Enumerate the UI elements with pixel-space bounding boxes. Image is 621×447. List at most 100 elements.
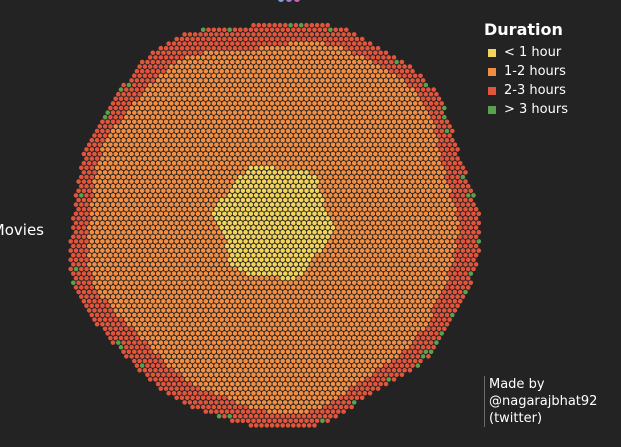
movie-dot[interactable] xyxy=(288,41,293,46)
movie-dot[interactable] xyxy=(359,275,365,281)
movie-dot[interactable] xyxy=(362,170,368,175)
movie-dot[interactable] xyxy=(341,87,346,92)
movie-dot[interactable] xyxy=(171,160,177,166)
movie-dot[interactable] xyxy=(317,174,323,180)
movie-dot[interactable] xyxy=(126,156,132,161)
movie-dot[interactable] xyxy=(84,174,89,180)
movie-dot[interactable] xyxy=(434,257,439,263)
movie-dot[interactable] xyxy=(185,193,190,198)
movie-dot[interactable] xyxy=(166,234,171,240)
movie-dot[interactable] xyxy=(412,110,418,115)
movie-dot[interactable] xyxy=(147,165,153,171)
movie-dot[interactable] xyxy=(283,252,288,258)
movie-dot[interactable] xyxy=(275,239,280,244)
movie-dot[interactable] xyxy=(214,234,219,240)
movie-dot[interactable] xyxy=(166,271,171,276)
movie-dot[interactable] xyxy=(222,211,227,217)
movie-dot[interactable] xyxy=(155,372,161,378)
movie-dot[interactable] xyxy=(240,151,246,157)
movie-dot[interactable] xyxy=(330,234,336,240)
movie-dot[interactable] xyxy=(434,331,439,336)
movie-dot[interactable] xyxy=(322,174,328,180)
movie-dot[interactable] xyxy=(455,294,460,299)
movie-dot[interactable] xyxy=(291,174,296,180)
movie-dot[interactable] xyxy=(351,243,357,249)
movie-dot[interactable] xyxy=(283,22,288,28)
movie-dot[interactable] xyxy=(203,372,209,378)
movie-dot[interactable] xyxy=(344,220,349,226)
movie-dot[interactable] xyxy=(291,183,296,189)
movie-dot[interactable] xyxy=(216,211,222,217)
movie-dot[interactable] xyxy=(195,174,201,180)
movie-dot[interactable] xyxy=(328,285,333,290)
movie-dot[interactable] xyxy=(97,262,103,267)
movie-dot[interactable] xyxy=(301,64,307,69)
movie-dot[interactable] xyxy=(386,358,392,364)
movie-dot[interactable] xyxy=(373,151,378,157)
movie-dot[interactable] xyxy=(344,257,349,263)
movie-dot[interactable] xyxy=(142,110,148,115)
movie-dot[interactable] xyxy=(370,64,376,69)
movie-dot[interactable] xyxy=(383,160,389,166)
movie-dot[interactable] xyxy=(187,372,193,378)
movie-dot[interactable] xyxy=(428,294,434,299)
movie-dot[interactable] xyxy=(153,147,158,152)
movie-dot[interactable] xyxy=(402,358,407,364)
movie-dot[interactable] xyxy=(346,262,352,267)
movie-dot[interactable] xyxy=(227,64,232,69)
movie-dot[interactable] xyxy=(153,193,158,198)
movie-dot[interactable] xyxy=(182,142,187,148)
movie-dot[interactable] xyxy=(296,312,301,318)
movie-dot[interactable] xyxy=(179,257,185,263)
movie-dot[interactable] xyxy=(224,317,230,322)
movie-dot[interactable] xyxy=(182,32,187,37)
movie-dot[interactable] xyxy=(304,262,309,267)
movie-dot[interactable] xyxy=(214,68,219,74)
movie-dot[interactable] xyxy=(346,179,352,184)
movie-dot[interactable] xyxy=(434,91,439,97)
movie-dot[interactable] xyxy=(190,73,195,79)
movie-dot[interactable] xyxy=(195,64,201,69)
movie-dot[interactable] xyxy=(150,170,156,175)
movie-dot[interactable] xyxy=(169,91,174,97)
movie-dot[interactable] xyxy=(288,344,293,350)
movie-dot[interactable] xyxy=(230,326,235,332)
movie-dot[interactable] xyxy=(463,271,468,276)
movie-dot[interactable] xyxy=(357,142,362,148)
movie-dot[interactable] xyxy=(346,280,352,286)
movie-dot[interactable] xyxy=(185,183,190,189)
movie-dot[interactable] xyxy=(190,202,195,207)
movie-dot[interactable] xyxy=(354,165,360,171)
movie-dot[interactable] xyxy=(153,275,158,281)
movie-dot[interactable] xyxy=(351,354,357,359)
movie-dot[interactable] xyxy=(232,128,238,134)
movie-dot[interactable] xyxy=(171,317,177,322)
movie-dot[interactable] xyxy=(243,340,248,345)
movie-dot[interactable] xyxy=(285,321,291,327)
movie-dot[interactable] xyxy=(367,234,373,240)
movie-dot[interactable] xyxy=(381,229,386,235)
movie-dot[interactable] xyxy=(139,96,145,102)
movie-dot[interactable] xyxy=(177,160,182,166)
movie-dot[interactable] xyxy=(457,262,463,267)
movie-dot[interactable] xyxy=(232,312,238,318)
movie-dot[interactable] xyxy=(121,248,126,253)
movie-dot[interactable] xyxy=(126,174,132,180)
movie-dot[interactable] xyxy=(344,183,349,189)
movie-dot[interactable] xyxy=(373,252,378,258)
movie-dot[interactable] xyxy=(102,252,108,258)
movie-dot[interactable] xyxy=(349,266,354,272)
movie-dot[interactable] xyxy=(240,197,246,203)
movie-dot[interactable] xyxy=(418,101,423,106)
movie-dot[interactable] xyxy=(277,252,283,258)
movie-dot[interactable] xyxy=(238,220,243,226)
movie-dot[interactable] xyxy=(338,128,344,134)
movie-dot[interactable] xyxy=(370,91,376,97)
movie-dot[interactable] xyxy=(216,248,222,253)
movie-dot[interactable] xyxy=(185,64,190,69)
movie-dot[interactable] xyxy=(442,225,447,230)
movie-dot[interactable] xyxy=(434,266,439,272)
movie-dot[interactable] xyxy=(145,78,150,83)
movie-dot[interactable] xyxy=(177,78,182,83)
movie-dot[interactable] xyxy=(336,308,341,313)
